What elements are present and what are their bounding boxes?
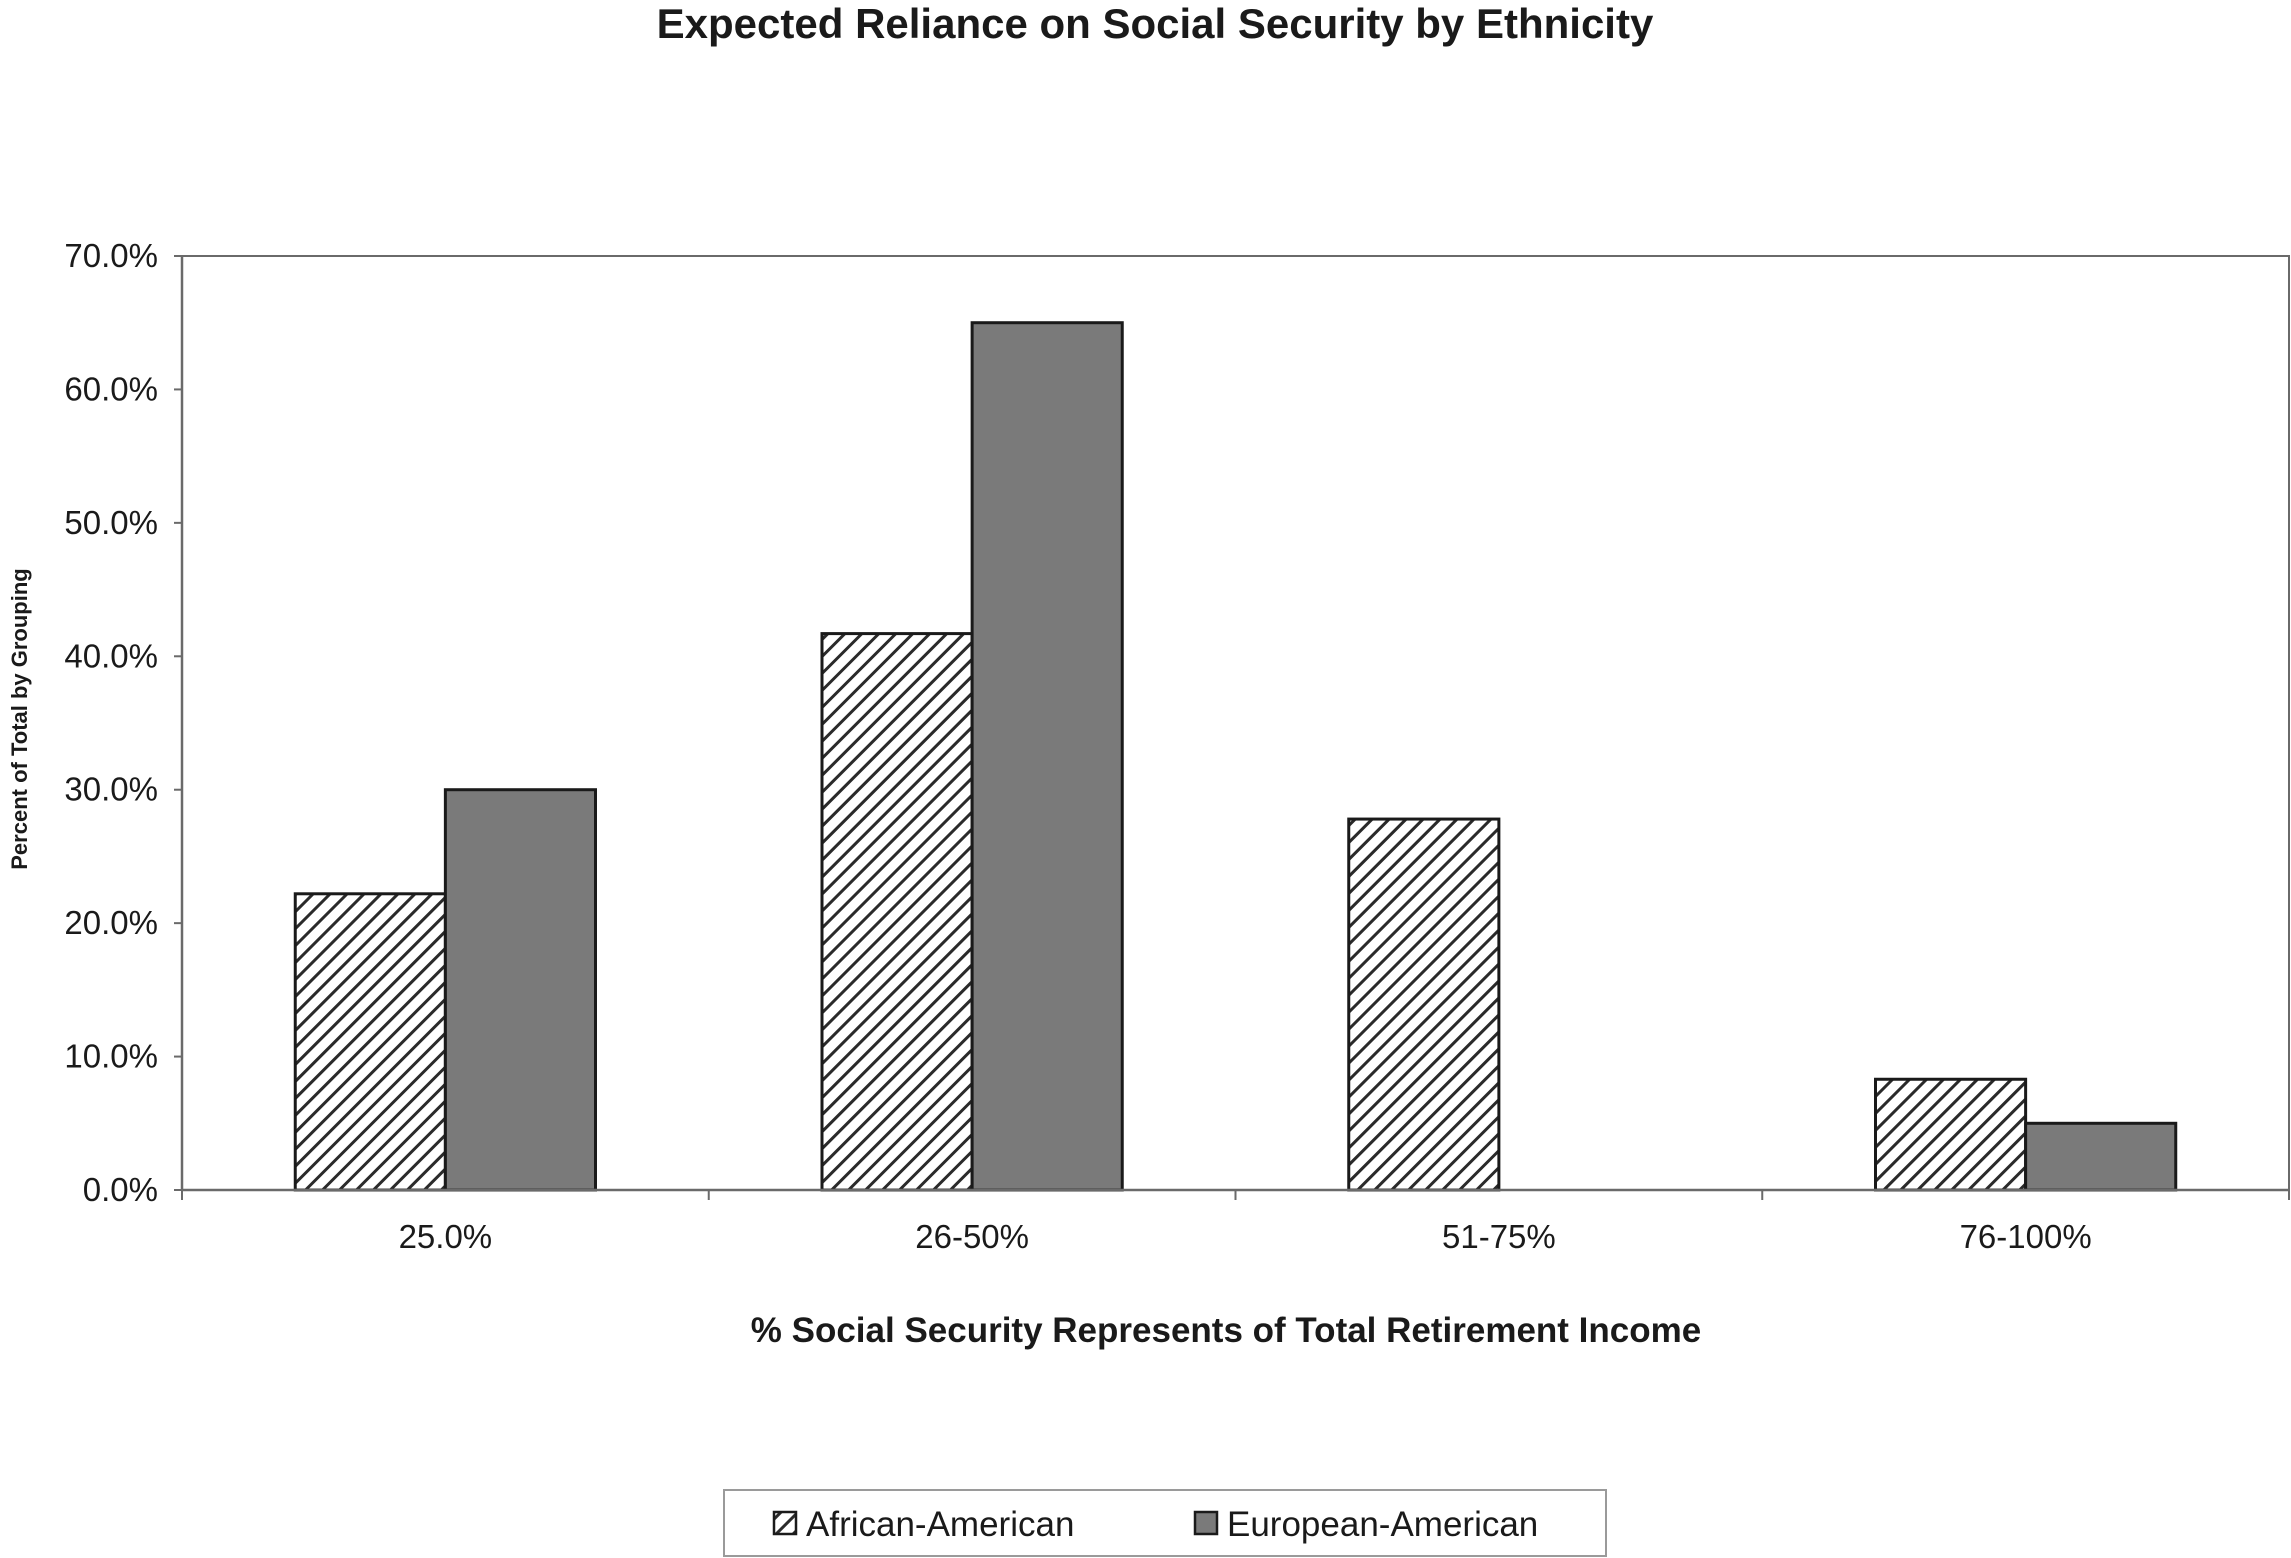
bar (1874, 1077, 2028, 1192)
legend: African-American European-American (723, 1489, 1607, 1557)
x-axis-title: % Social Security Represents of Total Re… (751, 1311, 1701, 1350)
x-tick-label: 25.0% (399, 1218, 493, 1255)
x-tick-label: 26-50% (915, 1218, 1029, 1255)
y-axis-title: Percent of Total by Grouping (7, 568, 32, 870)
bar (1347, 817, 1501, 1192)
chart-title: Expected Reliance on Social Security by … (657, 0, 1654, 47)
legend-box (723, 1489, 1607, 1557)
legend-label-european-american: European-American (1227, 1505, 1538, 1544)
y-tick-label: 40.0% (64, 637, 158, 674)
y-tick-label: 60.0% (64, 370, 158, 407)
y-tick-label: 10.0% (64, 1038, 158, 1075)
y-tick-label: 30.0% (64, 771, 158, 808)
y-tick-label: 0.0% (83, 1171, 158, 1208)
plot-area: 0.0% 10.0% 20.0% 30.0% 40.0% 50.0% 60.0% 70.0% 2… (64, 237, 2290, 1255)
x-tick-label: 51-75% (1442, 1218, 1556, 1255)
bar (2024, 1121, 2178, 1192)
legend-label-african-american: African-American (806, 1505, 1074, 1544)
y-tick-label: 50.0% (64, 504, 158, 541)
x-tick-label: 76-100% (1960, 1218, 2092, 1255)
y-tick-label: 20.0% (64, 904, 158, 941)
bar (293, 892, 447, 1192)
bar (970, 321, 1124, 1192)
bar (820, 632, 974, 1192)
bar (443, 788, 597, 1192)
legend-swatch-european-american (1193, 1510, 1219, 1536)
legend-swatch-african-american (772, 1510, 798, 1536)
y-tick-label: 70.0% (64, 237, 158, 274)
